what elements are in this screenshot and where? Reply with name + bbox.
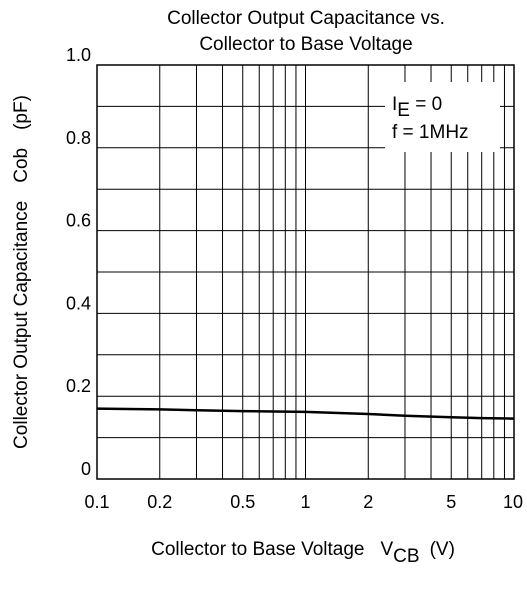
- x-axis-label-subscript: CB: [393, 546, 419, 567]
- x-axis-label: Collector to Base Voltage VCB (V): [151, 539, 455, 567]
- annotation-line-2: f = 1MHz: [392, 122, 469, 143]
- y-tick-label: 0.4: [66, 293, 91, 313]
- y-axis-label-symbol: Cob: [11, 148, 32, 183]
- x-axis-label-unit: (V): [430, 539, 455, 560]
- plot-area-frame: [96, 64, 515, 480]
- y-tick-label: 1.0: [66, 45, 91, 65]
- x-axis-label-symbol: V: [380, 539, 393, 560]
- x-tick-label: 2: [363, 492, 373, 512]
- y-axis-label-unit: (pF): [11, 95, 32, 130]
- x-axis-label-text: Collector to Base Voltage: [151, 539, 364, 560]
- y-tick-label: 0.6: [66, 211, 91, 231]
- annotation-background: [385, 82, 500, 152]
- tick-labels: 0.1 0.2 0.5 1 2 5 10 0 0.2 0.4 0.6 0.8 1.0: [66, 45, 523, 512]
- x-tick-label: 0.5: [230, 492, 255, 512]
- x-tick-label: 0.2: [147, 492, 172, 512]
- y-tick-label: 0.2: [66, 376, 91, 396]
- annotation-current-value: = 0: [410, 94, 442, 115]
- series-layer: [96, 407, 515, 420]
- y-tick-label: 0: [81, 459, 91, 479]
- x-tick-label: 10: [503, 492, 523, 512]
- x-tick-label: 0.1: [84, 492, 109, 512]
- chart-title-line-1: Collector Output Capacitance vs.: [167, 8, 445, 29]
- y-axis-label-text: Collector Output Capacitance: [11, 201, 32, 449]
- y-axis-label: Collector Output Capacitance Cob (pF): [11, 95, 32, 449]
- annotation-box: IE = 0 f = 1MHz: [385, 82, 500, 152]
- chart-title-line-2: Collector to Base Voltage: [199, 34, 412, 55]
- y-tick-label: 0.8: [66, 128, 91, 148]
- annotation-current-subscript: E: [397, 100, 410, 121]
- x-tick-label: 5: [446, 492, 456, 512]
- annotation-line-1: IE = 0: [392, 94, 442, 121]
- capacitance-curve: [96, 407, 515, 420]
- x-tick-label: 1: [300, 492, 310, 512]
- annotation-current-symbol: I: [392, 94, 397, 115]
